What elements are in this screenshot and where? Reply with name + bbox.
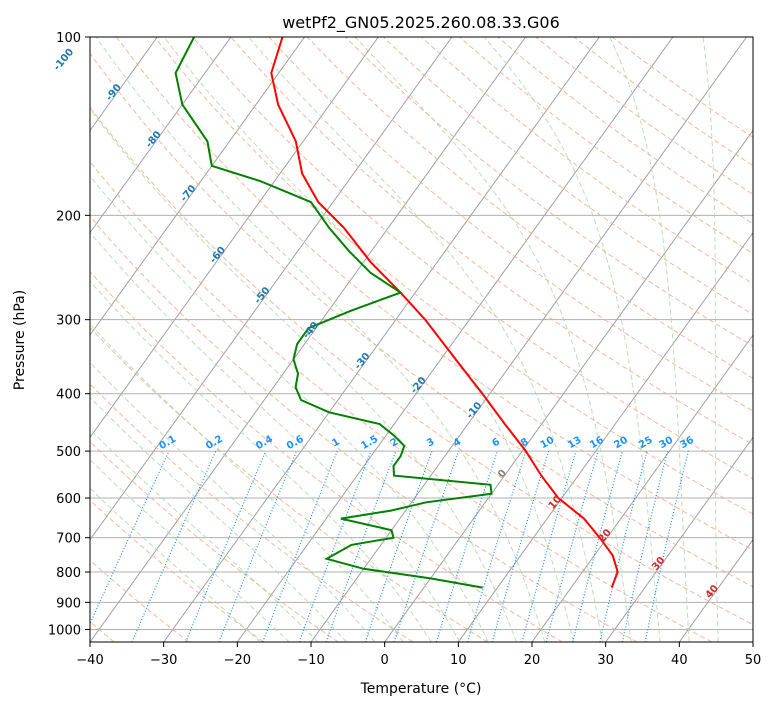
moist-adiabat-line bbox=[90, 361, 376, 642]
profiles bbox=[174, 37, 619, 589]
mixing-ratio-line bbox=[491, 450, 550, 642]
isotherm-line bbox=[678, 538, 753, 642]
isotherm-line bbox=[90, 37, 379, 439]
mixing-ratio-line bbox=[325, 450, 397, 642]
mixing-ratio-label: 3 bbox=[425, 436, 437, 449]
dry-adiabat-line bbox=[383, 37, 753, 316]
moist-adiabat-line bbox=[90, 280, 432, 642]
mixing-ratio-line bbox=[644, 450, 689, 642]
mixing-ratio-line bbox=[364, 450, 433, 642]
dry-adiabat-line bbox=[90, 106, 753, 626]
isotherm-line bbox=[90, 37, 232, 234]
moist-adiabat-line bbox=[248, 37, 603, 642]
mixing-ratio-line bbox=[466, 450, 527, 642]
isotherm-line bbox=[384, 129, 753, 642]
isotherm-line bbox=[90, 37, 306, 336]
moist-adiabat-line bbox=[90, 323, 404, 642]
y-tick-label: 500 bbox=[56, 445, 81, 460]
isotherm-line bbox=[90, 37, 527, 642]
x-tick-label: −30 bbox=[150, 653, 177, 668]
temperature-profile-line bbox=[270, 37, 619, 588]
chart-title: wetPf2_GN05.2025.260.08.33.G06 bbox=[282, 13, 560, 33]
isotherm-line bbox=[457, 231, 753, 642]
dry-adiabat-line bbox=[90, 383, 414, 642]
moist-adiabat-line bbox=[90, 231, 461, 642]
moist-adiabat-line bbox=[90, 428, 319, 642]
x-tick-label: 10 bbox=[450, 653, 467, 668]
mixing-ratio-line bbox=[435, 450, 498, 642]
dry-adiabat-line bbox=[268, 37, 753, 412]
y-tick-label: 300 bbox=[56, 314, 81, 329]
x-tick-label: 40 bbox=[671, 653, 688, 668]
mixing-ratio-line bbox=[545, 450, 599, 642]
x-tick-label: −10 bbox=[297, 653, 324, 668]
y-tick-label: 900 bbox=[56, 596, 81, 611]
moist-adiabat-line bbox=[354, 37, 632, 642]
dry-adiabat-line bbox=[421, 37, 753, 285]
dry-adiabat-line bbox=[90, 440, 339, 642]
mixing-ratio-line bbox=[90, 450, 170, 626]
dry-adiabat-line bbox=[230, 37, 753, 446]
moist-adiabat-line bbox=[95, 37, 546, 642]
moist-adiabat-line bbox=[483, 37, 661, 642]
mixing-ratio-label: 4 bbox=[452, 436, 464, 449]
x-tick-label: −20 bbox=[224, 653, 251, 668]
isotherm-line bbox=[90, 37, 453, 541]
y-tick-label: 200 bbox=[56, 209, 81, 224]
mixing-ratio-label: 8 bbox=[519, 436, 531, 449]
isotherm-line bbox=[236, 37, 674, 642]
y-tick-label: 700 bbox=[56, 532, 81, 547]
x-tick-label: 0 bbox=[381, 653, 389, 668]
plot-frame bbox=[89, 36, 754, 643]
mixing-ratio-label: 1 bbox=[330, 436, 342, 449]
moist-adiabat-line bbox=[90, 175, 489, 642]
background-lines bbox=[90, 37, 753, 642]
y-axis-label: Pressure (hPa) bbox=[12, 290, 28, 390]
isotherm-line bbox=[163, 37, 600, 642]
dry-adiabat-line bbox=[90, 52, 753, 588]
x-tick-label: 20 bbox=[524, 653, 541, 668]
mixing-ratio-line bbox=[621, 450, 669, 642]
isotherm-line bbox=[605, 436, 753, 642]
dry-adiabat-line bbox=[90, 215, 638, 642]
dewpoint-profile-line bbox=[174, 37, 493, 589]
dry-adiabat-line bbox=[344, 37, 753, 347]
x-tick-label: 50 bbox=[745, 653, 762, 668]
mixing-ratio-line bbox=[521, 450, 577, 642]
y-tick-label: 600 bbox=[56, 492, 81, 507]
y-tick-label: 100 bbox=[56, 31, 81, 46]
mixing-ratio-line bbox=[393, 450, 460, 642]
dry-adiabat-line bbox=[116, 37, 753, 551]
y-tick-label: 400 bbox=[56, 388, 81, 403]
mixing-ratio-line bbox=[599, 450, 648, 642]
x-tick-label: 30 bbox=[597, 653, 614, 668]
dry-adiabat-line bbox=[90, 559, 190, 642]
mixing-ratio-label: 6 bbox=[490, 436, 502, 449]
isotherm-line bbox=[531, 334, 753, 642]
mixing-ratio-line bbox=[185, 450, 267, 642]
x-axis-label: Temperature (°C) bbox=[360, 681, 482, 697]
x-axis: −40 −30 −20 −10 0 10 20 30 40 50 bbox=[76, 642, 761, 668]
mixing-ratio-label: 2 bbox=[389, 436, 401, 449]
dry-adiabat-line bbox=[90, 270, 563, 642]
mixing-ratio-line bbox=[218, 450, 298, 642]
y-tick-label: 800 bbox=[56, 566, 81, 581]
moist-adiabat-line bbox=[90, 396, 347, 642]
moist-adiabat-line bbox=[90, 108, 517, 642]
moist-adiabat-line bbox=[609, 37, 690, 642]
y-axis: 100 200 300 400 500 600 700 800 900 1000 bbox=[48, 31, 90, 638]
moist-adiabat-line bbox=[702, 37, 719, 642]
x-tick-label: −40 bbox=[76, 653, 103, 668]
dry-adiabat-line bbox=[154, 37, 753, 515]
mixing-ratio-line bbox=[572, 450, 623, 642]
y-tick-label: 1000 bbox=[48, 623, 81, 638]
